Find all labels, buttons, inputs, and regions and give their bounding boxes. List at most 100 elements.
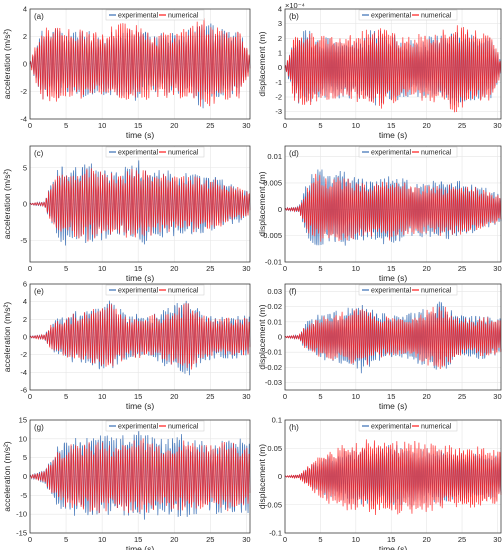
- y-tick-label: 4: [23, 297, 27, 306]
- chart-panel-5: 0 5 10 15 20 25 30 -6 -4 -2 0 2 4 6 (e) experimental num…: [2, 280, 251, 412]
- y-tick-label: 0: [278, 472, 282, 481]
- y-tick-label: 0.02: [267, 302, 282, 311]
- y-axis-label: displacement (m): [257, 304, 267, 369]
- legend-box: [358, 9, 458, 21]
- x-tick-label: 20: [422, 535, 430, 544]
- y-axis-label: acceleration (m/s²): [2, 302, 12, 373]
- series-line-numerical: [29, 303, 251, 370]
- series-line-numerical: [29, 438, 251, 513]
- panel-label: (d): [289, 149, 299, 158]
- x-axis-label: time (s): [379, 273, 408, 283]
- x-tick-label: 5: [318, 121, 322, 130]
- x-tick-label: 15: [387, 392, 395, 401]
- x-tick-label: 10: [352, 264, 360, 273]
- y-tick-label: -4: [20, 368, 27, 377]
- legend-label: experimental: [118, 424, 159, 431]
- y-axis-label: acceleration (m/s²): [2, 441, 12, 512]
- y-tick-label: 2: [23, 315, 27, 324]
- y-tick-label: 0: [23, 333, 27, 342]
- x-tick-label: 20: [422, 121, 430, 130]
- x-tick-label: 20: [170, 535, 178, 544]
- y-tick-label: 2: [278, 34, 282, 43]
- y-tick-label: -0.03: [265, 378, 282, 387]
- x-tick-label: 10: [98, 535, 106, 544]
- x-tick-label: 5: [318, 264, 322, 273]
- series-line-numerical: [284, 439, 502, 515]
- x-tick-label: 0: [283, 392, 287, 401]
- y-tick-label: -2: [20, 350, 27, 359]
- x-tick-label: 30: [242, 392, 250, 401]
- chart-panel-3: 0 5 10 15 20 25 30 -5 0 5 (c) experimental numerical…: [2, 145, 251, 283]
- y-tick-label: -4: [20, 115, 27, 124]
- x-tick-label: 0: [283, 121, 287, 130]
- legend-label: numerical: [421, 150, 452, 157]
- y-tick-label: -10: [16, 510, 27, 519]
- x-tick-label: 10: [98, 121, 106, 130]
- axes-frame: [29, 145, 251, 263]
- x-tick-label: 30: [242, 535, 250, 544]
- x-tick-label: 20: [422, 264, 430, 273]
- series-line-numerical: [29, 18, 251, 107]
- y-tick-label: 2: [23, 32, 27, 41]
- chart-panel-2: 0 5 10 15 20 25 30 -3 -2 -1 0 1 2 3 4 (b) ×10⁻⁴ experimen…: [257, 1, 502, 140]
- x-tick-label: 0: [28, 121, 32, 130]
- y-tick-label: 0: [278, 333, 282, 342]
- legend-box: [105, 420, 205, 432]
- axes-frame: [284, 419, 502, 534]
- legend-label: numerical: [168, 288, 199, 295]
- axes-frame: [29, 419, 251, 534]
- x-tick-label: 30: [242, 121, 250, 130]
- legend-box: [105, 9, 205, 21]
- legend-label: experimental: [371, 150, 412, 157]
- x-tick-label: 5: [64, 392, 68, 401]
- x-tick-label: 15: [387, 264, 395, 273]
- y-axis-label: acceleration (m/s²): [2, 169, 12, 240]
- y-tick-label: 0: [278, 205, 282, 214]
- x-tick-label: 15: [134, 121, 142, 130]
- axes-frame: [284, 145, 502, 263]
- y-tick-label: -0.05: [265, 500, 282, 509]
- x-tick-label: 15: [134, 535, 142, 544]
- y-tick-label: 15: [19, 416, 27, 425]
- series-line-numerical: [29, 168, 251, 242]
- x-tick-label: 30: [493, 121, 501, 130]
- x-tick-label: 20: [170, 121, 178, 130]
- y-tick-label: 0.1: [272, 416, 282, 425]
- x-tick-label: 10: [352, 392, 360, 401]
- y-tick-label: 1: [278, 49, 282, 58]
- x-tick-label: 10: [352, 121, 360, 130]
- x-tick-label: 20: [422, 392, 430, 401]
- x-tick-label: 5: [64, 121, 68, 130]
- y-tick-label: -0.01: [265, 258, 282, 267]
- chart-panel-6: 0 5 10 15 20 25 30 -0.03 -0.02 -0.01 0 0.01 0.02 0.03…: [257, 283, 502, 411]
- legend-box: [358, 420, 458, 432]
- x-tick-label: 0: [28, 392, 32, 401]
- y-tick-label: -5: [20, 236, 27, 245]
- series-line-numerical: [284, 173, 502, 242]
- y-tick-label: 3: [278, 19, 282, 28]
- series-line-numerical: [284, 25, 502, 113]
- panel-label: (f): [289, 287, 297, 296]
- legend-label: numerical: [421, 13, 452, 20]
- x-tick-label: 15: [134, 264, 142, 273]
- x-tick-label: 0: [283, 535, 287, 544]
- panel-label: (c): [34, 149, 44, 158]
- axes-frame: [29, 8, 251, 120]
- y-tick-label: 0.005: [263, 178, 282, 187]
- x-tick-label: 30: [493, 535, 501, 544]
- x-tick-label: 10: [352, 535, 360, 544]
- x-tick-label: 10: [98, 392, 106, 401]
- legend-label: experimental: [118, 13, 159, 20]
- x-tick-label: 25: [458, 264, 466, 273]
- y-tick-label: -2: [275, 93, 282, 102]
- y-tick-label: 4: [23, 5, 27, 14]
- x-axis-label: time (s): [126, 401, 155, 411]
- series-line-numerical: [284, 306, 502, 369]
- y-tick-label: 0: [278, 63, 282, 72]
- y-tick-label: 6: [23, 280, 27, 289]
- y-tick-label: 5: [23, 453, 27, 462]
- y-tick-label: 0: [23, 60, 27, 69]
- x-tick-label: 15: [134, 392, 142, 401]
- y-tick-label: 0.03: [267, 287, 282, 296]
